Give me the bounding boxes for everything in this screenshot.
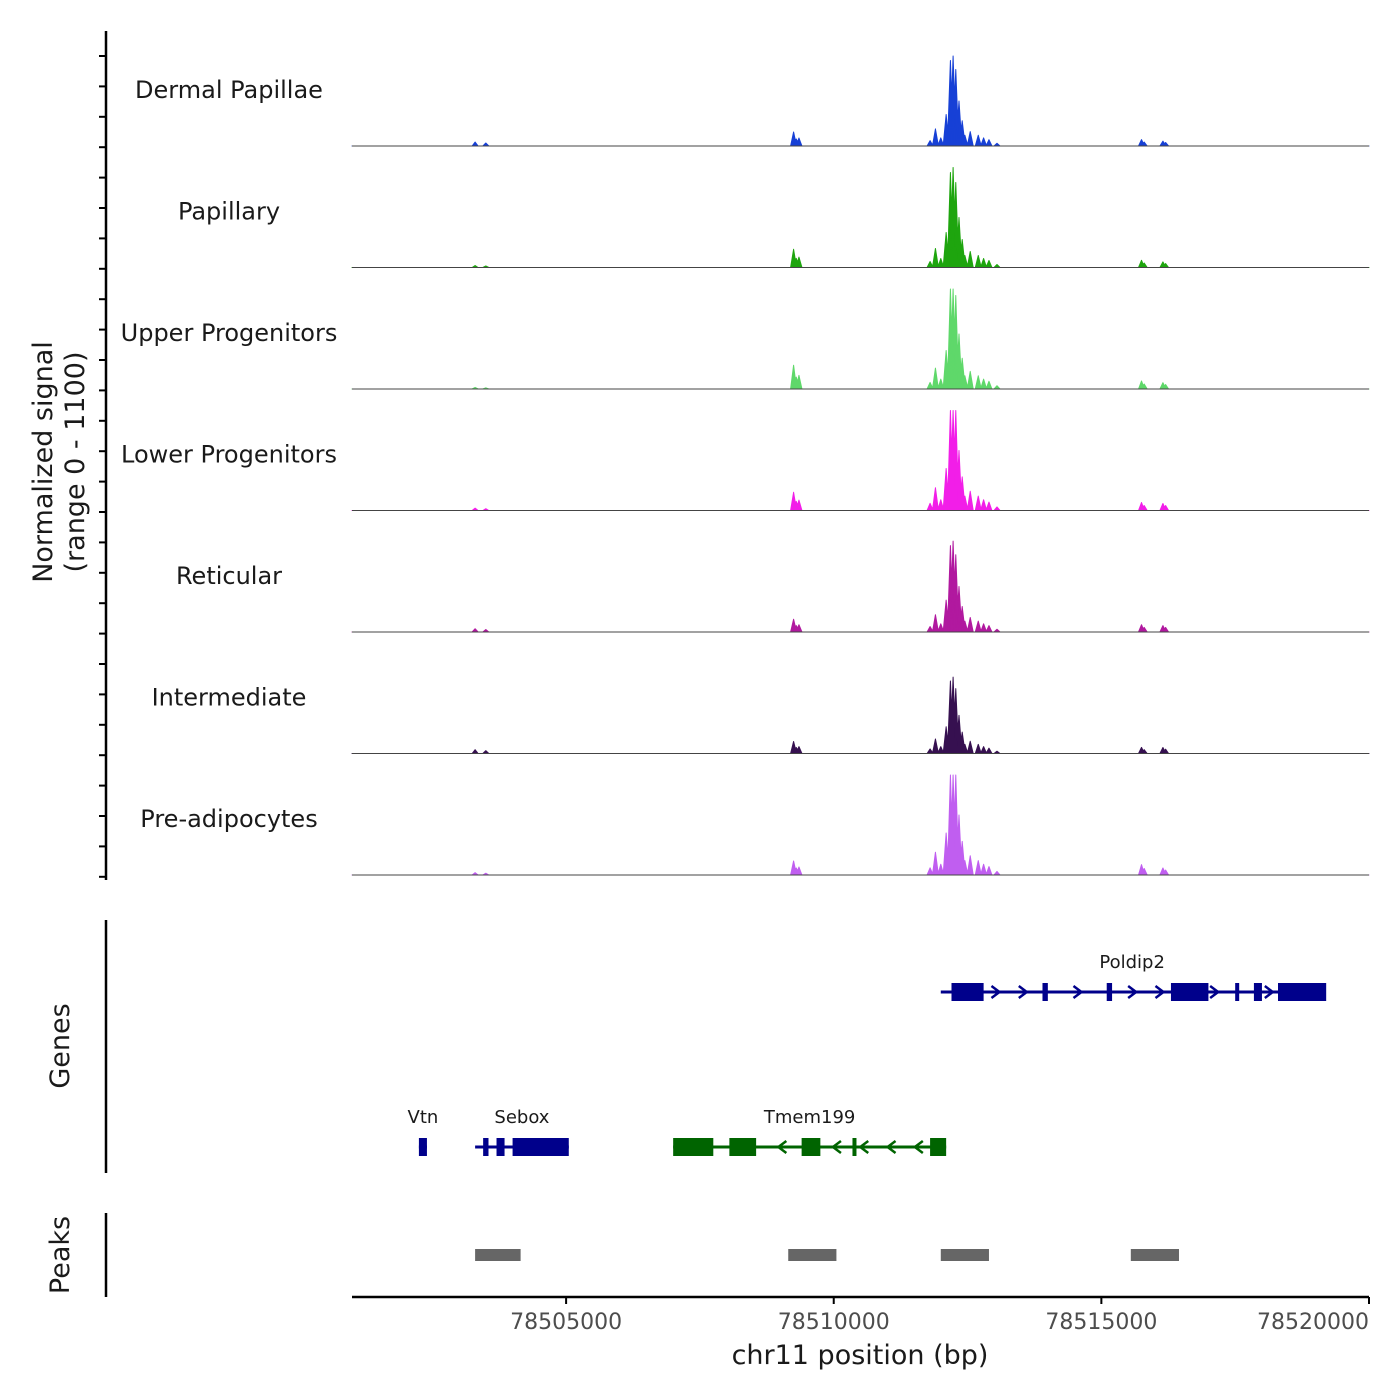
y-axis-label: Normalized signal	[28, 341, 59, 583]
track-5: Intermediate	[152, 676, 1370, 754]
track-2: Upper Progenitors	[121, 288, 1370, 390]
peak-region	[1130, 1249, 1179, 1261]
y-axis-range-label: (range 0 - 1100)	[60, 352, 91, 573]
gene-exon	[496, 1138, 505, 1156]
track-label: Pre-adipocytes	[140, 805, 317, 833]
track-1: Papillary	[178, 167, 1370, 268]
gene-vtn: Vtn	[408, 1107, 439, 1156]
strand-arrow	[1209, 985, 1221, 999]
gene-label: Vtn	[408, 1107, 439, 1128]
track-4: Reticular	[176, 540, 1370, 633]
gene-exon	[1106, 983, 1113, 1001]
strand-arrow	[1264, 985, 1275, 999]
strand-arrow	[858, 1140, 869, 1154]
signal-area	[351, 410, 1370, 511]
gene-exon	[673, 1138, 714, 1156]
track-label: Papillary	[178, 198, 280, 226]
signal-tracks: Dermal Papillae Papillary Upper Progenitor…	[121, 55, 1370, 876]
gene-exon	[1170, 983, 1209, 1001]
track-6: Pre-adipocytes	[140, 774, 1370, 876]
gene-exon	[483, 1138, 489, 1156]
peaks-track-label: Peaks	[45, 1216, 76, 1294]
gene-exon	[1235, 983, 1240, 1001]
signal-area	[351, 676, 1370, 754]
signal-area	[351, 540, 1370, 633]
peak-region	[940, 1249, 989, 1261]
peak-region	[475, 1249, 521, 1261]
gene-tmem199: Tmem199	[673, 1107, 947, 1156]
gene-exon	[951, 983, 984, 1001]
gene-label: Sebox	[494, 1107, 549, 1128]
gene-sebox: Sebox	[475, 1107, 569, 1156]
gene-exon	[1042, 983, 1048, 1001]
gene-exon	[418, 1138, 427, 1156]
track-label: Dermal Papillae	[135, 76, 323, 104]
signal-axis	[99, 31, 108, 880]
x-axis-label: chr11 position (bp)	[732, 1340, 989, 1371]
track-label: Lower Progenitors	[121, 441, 337, 469]
x-axis: 78505000 78510000 78515000 78520000	[352, 1295, 1370, 1335]
gene-label: Tmem199	[763, 1107, 856, 1128]
genes-track-label: Genes	[45, 1003, 76, 1088]
strand-arrow	[776, 1140, 788, 1154]
strand-arrow	[885, 1140, 897, 1154]
peak-regions	[475, 1249, 1179, 1261]
strand-arrow	[830, 1140, 842, 1154]
strand-arrow	[1072, 985, 1084, 999]
signal-area	[351, 288, 1370, 390]
x-tick-label: 78505000	[510, 1310, 622, 1335]
track-0: Dermal Papillae	[135, 55, 1370, 147]
peak-region	[788, 1249, 837, 1261]
x-tick-label: 78520000	[1257, 1310, 1369, 1335]
strand-arrow	[1127, 985, 1139, 999]
gene-exon	[801, 1138, 821, 1156]
gene-exon	[512, 1138, 569, 1156]
strand-arrow	[1154, 985, 1166, 999]
gene-exon	[852, 1138, 857, 1156]
gene-exon	[729, 1138, 757, 1156]
signal-area	[351, 774, 1370, 876]
track-label: Upper Progenitors	[121, 319, 338, 347]
track-label: Intermediate	[152, 684, 307, 712]
gene-poldip2: Poldip2	[940, 952, 1327, 1001]
gene-exon	[1253, 983, 1262, 1001]
signal-area	[351, 55, 1370, 147]
strand-arrow	[912, 1140, 924, 1154]
x-tick-label: 78515000	[1045, 1310, 1157, 1335]
gene-models: Vtn Sebox Tmem199 Poldip2	[408, 952, 1327, 1156]
gene-exon	[1278, 983, 1327, 1001]
x-tick-label: 78510000	[778, 1310, 890, 1335]
strand-arrow	[990, 985, 1002, 999]
track-label: Reticular	[176, 562, 282, 590]
gene-exon	[930, 1138, 947, 1156]
signal-area	[351, 167, 1370, 268]
gene-label: Poldip2	[1099, 952, 1165, 973]
strand-arrow	[1018, 985, 1029, 999]
track-3: Lower Progenitors	[121, 410, 1370, 511]
